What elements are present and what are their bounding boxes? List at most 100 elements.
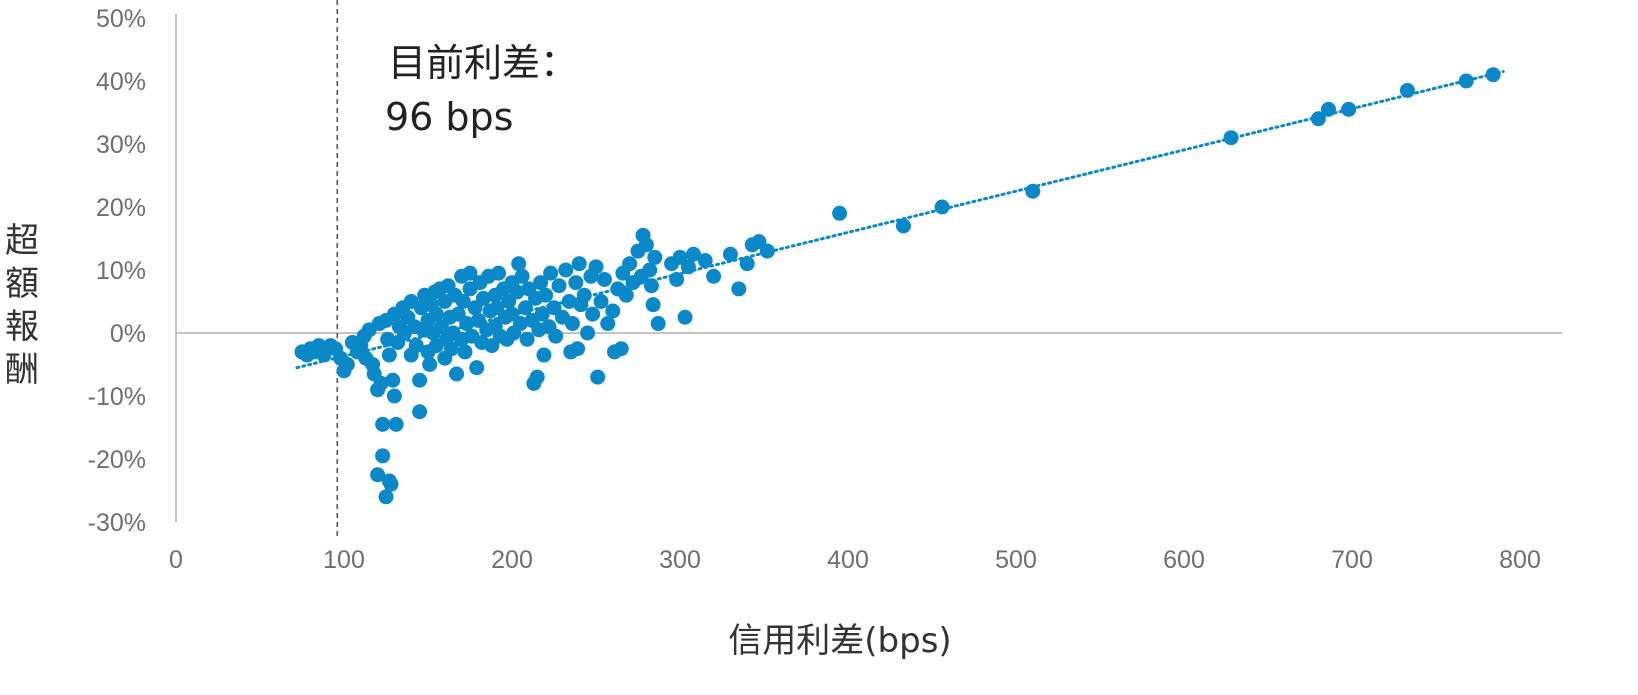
data-point <box>638 237 654 253</box>
data-point <box>519 331 535 347</box>
data-point <box>381 347 397 363</box>
data-point <box>585 306 601 322</box>
data-point <box>706 268 722 284</box>
data-point <box>475 290 491 306</box>
data-point <box>444 341 460 357</box>
data-point <box>517 300 533 316</box>
x-tick-label: 300 <box>659 546 701 574</box>
data-point <box>375 448 391 464</box>
data-point <box>412 404 428 420</box>
data-point <box>509 284 525 300</box>
data-point <box>533 275 549 291</box>
data-point <box>385 372 401 388</box>
data-point <box>449 366 465 382</box>
data-point <box>370 467 386 483</box>
data-point <box>564 316 580 332</box>
data-point <box>529 369 545 385</box>
x-tick-label: 200 <box>491 546 533 574</box>
data-point <box>642 262 658 278</box>
data-point <box>538 287 554 303</box>
data-point <box>1310 111 1326 127</box>
data-point <box>428 306 444 322</box>
y-tick-label: -20% <box>88 446 146 474</box>
data-point <box>455 294 471 309</box>
data-point <box>1223 130 1239 146</box>
annotation: 目前利差： 96 bps <box>385 41 578 139</box>
y-tick-label: -30% <box>88 509 146 537</box>
data-point <box>568 275 584 291</box>
x-tick-label: 600 <box>1163 546 1205 574</box>
x-tick-label: 500 <box>995 546 1037 574</box>
data-point <box>600 316 616 332</box>
data-point <box>388 416 404 432</box>
data-point <box>422 357 438 372</box>
data-point <box>375 416 391 432</box>
data-point <box>469 360 485 376</box>
data-point <box>677 309 693 325</box>
data-point <box>643 278 659 294</box>
y-tick-label: 50% <box>96 5 146 33</box>
x-tick-label: 100 <box>323 546 365 574</box>
y-axis-title-char: 額 <box>5 264 39 304</box>
data-point <box>543 265 559 281</box>
data-point <box>576 287 592 303</box>
data-point <box>613 341 629 357</box>
data-point <box>373 375 389 391</box>
data-point <box>647 249 663 265</box>
data-point <box>685 246 701 262</box>
data-point <box>462 265 478 281</box>
y-axis: 50% 40% 30% 20% 10% 0% -10% -20% -30% <box>88 5 177 537</box>
data-point <box>536 347 552 363</box>
x-axis-title: 信用利差(bps) <box>728 621 951 661</box>
data-point <box>618 287 634 303</box>
data-point <box>378 489 394 505</box>
x-tick-label: 0 <box>169 546 183 574</box>
data-point <box>697 253 713 269</box>
data-point <box>514 268 530 284</box>
data-point <box>383 476 399 492</box>
data-point <box>731 281 747 297</box>
data-point <box>1341 101 1357 117</box>
data-point <box>491 265 507 281</box>
data-point <box>596 271 612 287</box>
y-axis-title-char: 報 <box>5 307 39 347</box>
annotation-line-1: 目前利差： <box>388 41 578 85</box>
data-point <box>457 344 473 360</box>
data-point <box>739 256 755 272</box>
data-point <box>1399 82 1415 98</box>
y-tick-label: -10% <box>88 383 146 411</box>
y-axis-title-char: 超 <box>5 221 39 261</box>
data-point <box>1485 67 1501 83</box>
x-axis-title-group: 信用利差(bps) <box>728 621 951 661</box>
data-point <box>511 256 527 272</box>
data-point <box>570 341 586 357</box>
y-tick-label: 40% <box>96 68 146 96</box>
data-point <box>832 205 848 221</box>
data-point <box>622 256 638 272</box>
y-tick-label: 30% <box>96 131 146 159</box>
data-point <box>459 316 475 332</box>
data-point <box>551 278 567 294</box>
x-tick-label: 400 <box>827 546 869 574</box>
data-point <box>588 259 604 275</box>
data-point <box>1025 183 1041 199</box>
data-point <box>934 199 950 215</box>
data-point <box>580 325 596 341</box>
data-point <box>561 294 577 309</box>
data-point <box>645 297 661 313</box>
y-tick-label: 0% <box>110 320 146 348</box>
data-point <box>722 246 738 262</box>
y-tick-label: 10% <box>96 257 146 285</box>
annotation-line-2: 96 bps <box>385 95 513 139</box>
data-point <box>412 372 428 388</box>
data-point <box>759 243 775 259</box>
x-tick-label: 700 <box>1331 546 1373 574</box>
data-point <box>558 262 574 278</box>
x-tick-label: 800 <box>1499 546 1541 574</box>
data-point <box>386 388 402 404</box>
data-point <box>548 328 564 344</box>
data-point <box>669 271 685 287</box>
data-point <box>895 218 911 234</box>
